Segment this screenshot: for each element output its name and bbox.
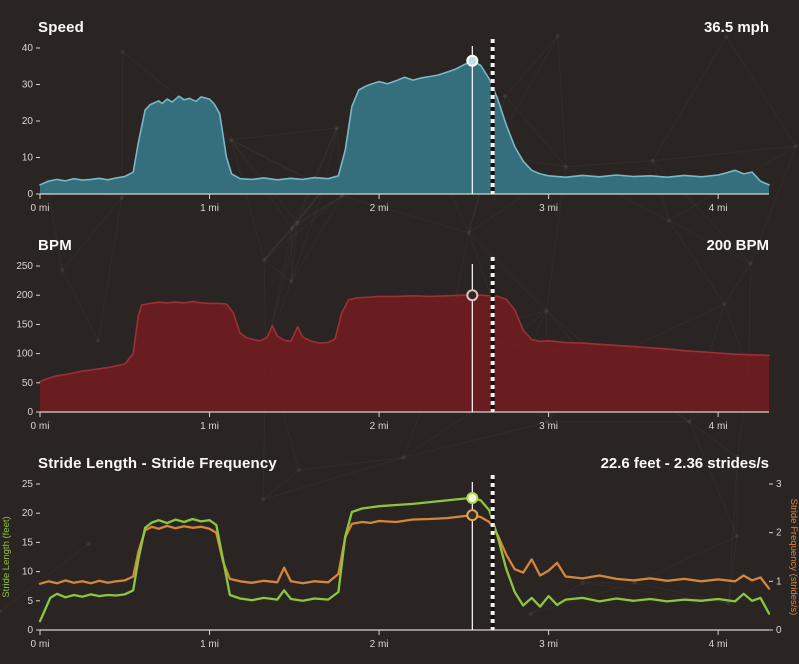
svg-text:1 mi: 1 mi (200, 203, 219, 214)
bpm-chart[interactable]: 0 mi 1 mi 2 mi 3 mi 4 mi 0 50 100 150 200 250 (0, 254, 799, 440)
svg-text:3: 3 (776, 479, 782, 490)
svg-text:1 mi: 1 mi (200, 639, 219, 650)
svg-text:4 mi: 4 mi (709, 639, 728, 650)
svg-text:0: 0 (776, 625, 782, 636)
svg-text:250: 250 (16, 261, 33, 272)
svg-text:2 mi: 2 mi (370, 639, 389, 650)
svg-text:4 mi: 4 mi (709, 421, 728, 432)
svg-text:2 mi: 2 mi (370, 421, 389, 432)
svg-text:0 mi: 0 mi (31, 421, 50, 432)
svg-text:15: 15 (22, 537, 34, 548)
svg-text:200: 200 (16, 290, 33, 301)
bpm-panel: BPM 200 BPM 0 mi 1 mi 2 mi 3 mi 4 mi 0 50 100 15… (0, 224, 799, 442)
svg-text:25: 25 (22, 479, 34, 490)
svg-text:10: 10 (22, 153, 34, 164)
svg-text:1 mi: 1 mi (200, 421, 219, 432)
stride-cursor-value: 22.6 feet - 2.36 strides/s (600, 455, 769, 472)
svg-text:3 mi: 3 mi (539, 203, 558, 214)
svg-text:2: 2 (776, 528, 782, 539)
svg-text:3 mi: 3 mi (539, 639, 558, 650)
svg-text:0 mi: 0 mi (31, 203, 50, 214)
svg-text:50: 50 (22, 378, 34, 389)
stride-panel: Stride Length - Stride Frequency 22.6 fe… (0, 442, 799, 660)
svg-text:4 mi: 4 mi (709, 203, 728, 214)
svg-text:20: 20 (22, 508, 34, 519)
svg-text:Stride Frequency (strides/s): Stride Frequency (strides/s) (788, 499, 799, 616)
speed-chart[interactable]: 0 mi 1 mi 2 mi 3 mi 4 mi 0 10 20 30 40 (0, 36, 799, 222)
stride-panel-header: Stride Length - Stride Frequency 22.6 fe… (0, 442, 799, 472)
svg-text:100: 100 (16, 349, 33, 360)
svg-text:0: 0 (27, 189, 33, 200)
bpm-cursor-value: 200 BPM (706, 237, 769, 254)
svg-text:2 mi: 2 mi (370, 203, 389, 214)
stride-chart-title: Stride Length - Stride Frequency (38, 455, 277, 472)
speed-panel-header: Speed 36.5 mph (0, 6, 799, 36)
bpm-panel-header: BPM 200 BPM (0, 224, 799, 254)
speed-panel: Speed 36.5 mph 0 mi 1 mi 2 mi 3 mi 4 mi 0 10 20… (0, 6, 799, 224)
speed-cursor-value: 36.5 mph (703, 19, 769, 36)
svg-text:10: 10 (22, 567, 34, 578)
svg-text:20: 20 (22, 116, 34, 127)
svg-text:40: 40 (22, 43, 34, 54)
svg-text:150: 150 (16, 319, 33, 330)
speed-chart-title: Speed (38, 19, 85, 36)
bpm-chart-title: BPM (38, 237, 72, 254)
svg-text:0: 0 (27, 407, 33, 418)
svg-text:Stride Length (feet): Stride Length (feet) (1, 516, 12, 597)
svg-text:3 mi: 3 mi (539, 421, 558, 432)
svg-text:5: 5 (27, 596, 33, 607)
svg-text:1: 1 (776, 576, 782, 587)
svg-text:0 mi: 0 mi (31, 639, 50, 650)
svg-text:0: 0 (27, 625, 33, 636)
svg-text:30: 30 (22, 80, 34, 91)
